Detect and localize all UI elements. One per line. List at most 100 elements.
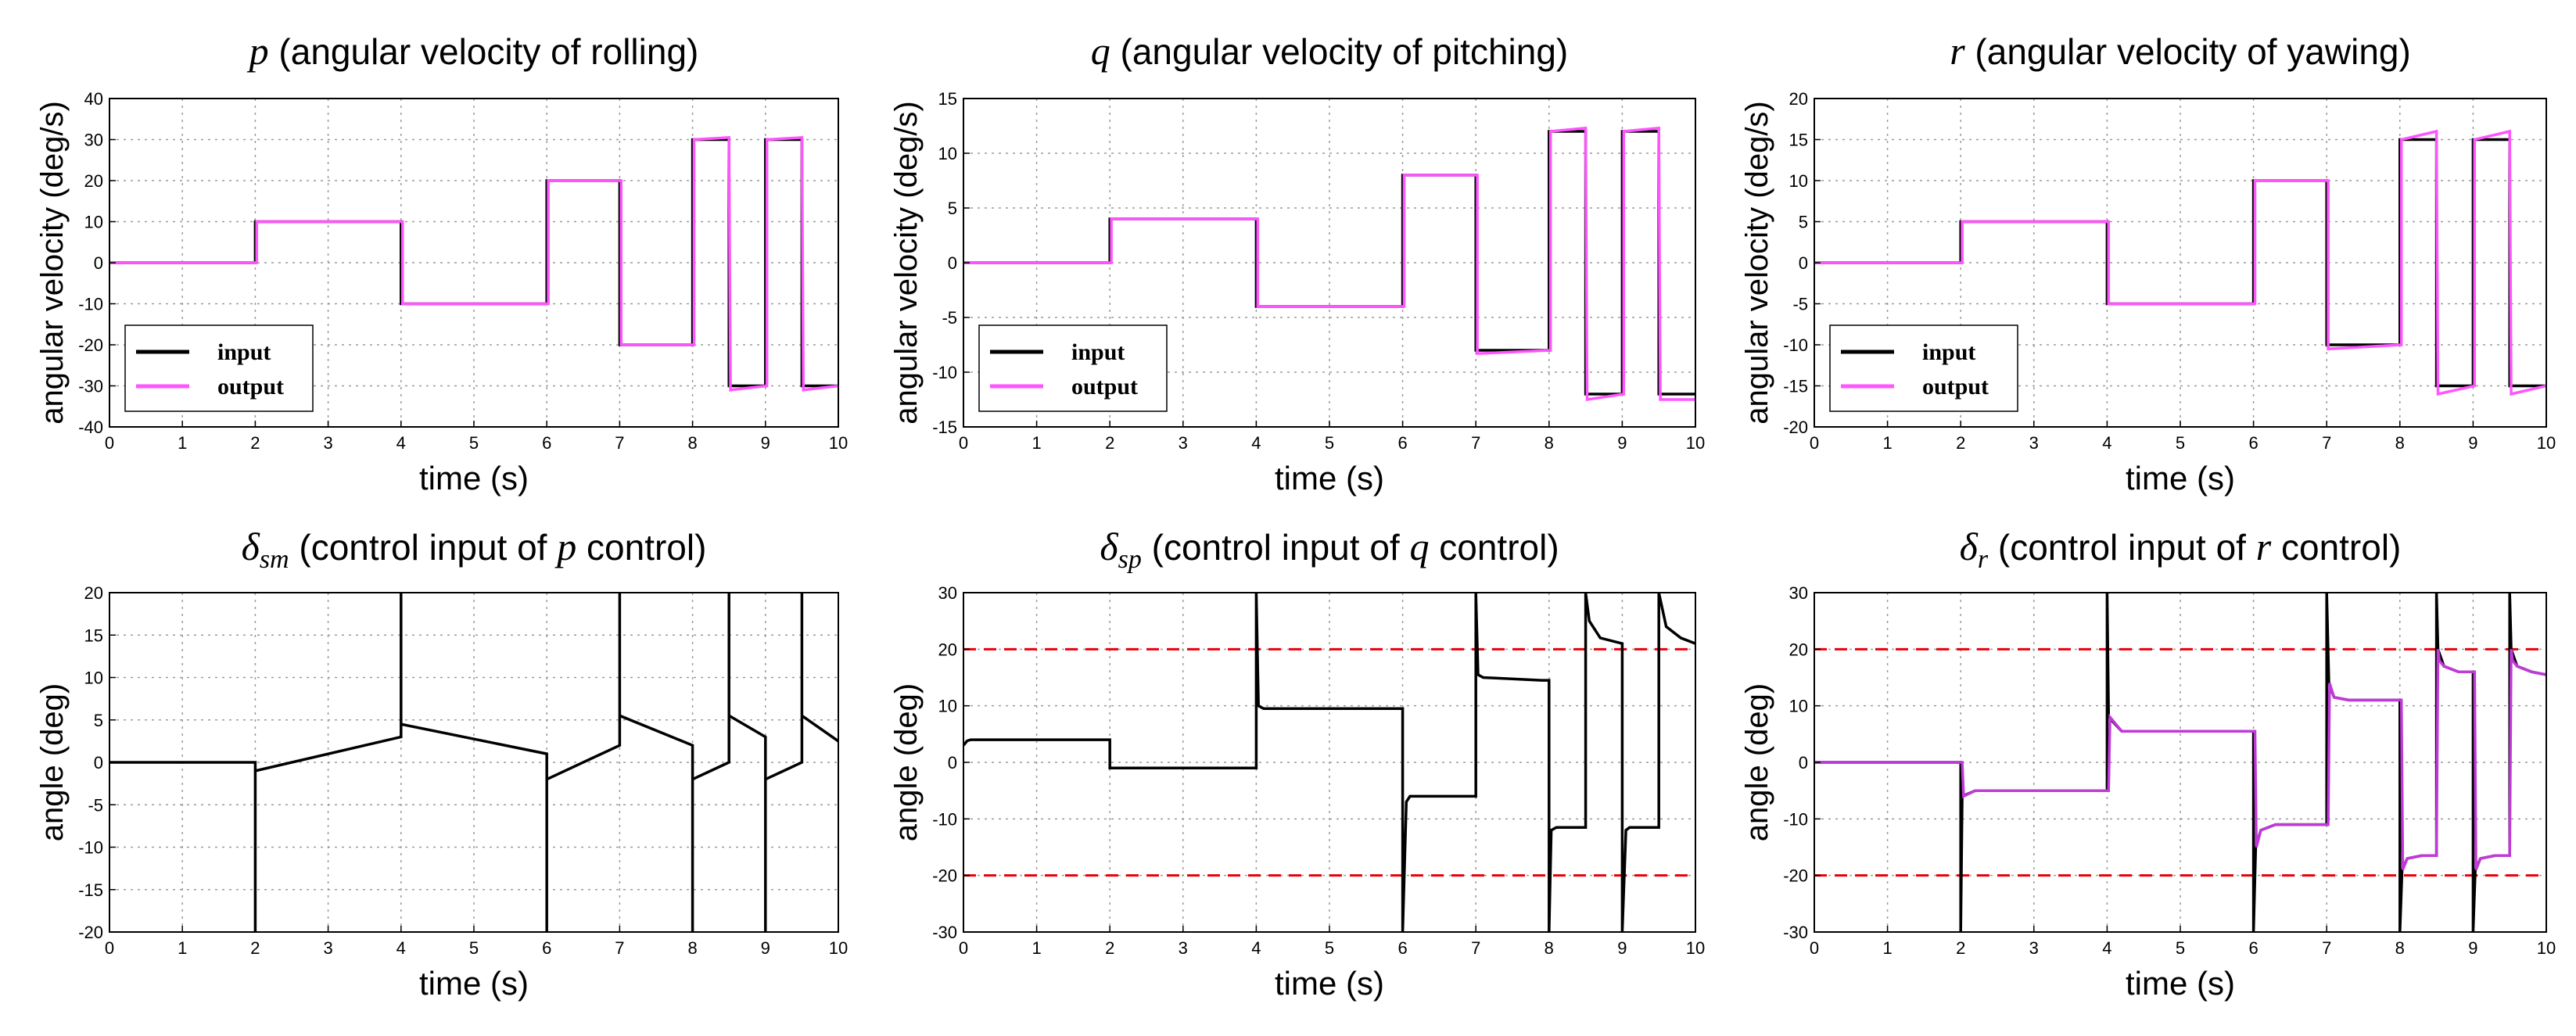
x-tick-label: 5 <box>2176 433 2185 453</box>
x-tick-label: 2 <box>1956 433 1965 453</box>
x-tick-label: 3 <box>323 938 332 958</box>
y-tick-label: 0 <box>94 753 103 773</box>
title-symbol: r <box>1950 29 1965 73</box>
chart-title: q (angular velocity of pitching) <box>1091 29 1569 73</box>
y-tick-label: -10 <box>1783 335 1808 355</box>
series-line-control <box>963 593 1695 932</box>
x-tick-label: 3 <box>2029 938 2039 958</box>
title-symbol-2: p <box>554 525 576 568</box>
title-symbol: δ <box>1100 525 1118 568</box>
x-tick-label: 9 <box>2468 433 2477 453</box>
chart-panel-1: 0 1 2 3 4 5 6 7 8 9 10 -40 -30 -20 -10 0 10 20 30 40 time (s… <box>35 29 848 496</box>
x-tick-label: 4 <box>1251 433 1261 453</box>
y-tick-label: 20 <box>1789 640 1808 659</box>
y-tick-label: 20 <box>938 640 957 659</box>
x-tick-label: 1 <box>1031 433 1041 453</box>
x-tick-label: 8 <box>687 433 697 453</box>
y-tick-label: 30 <box>84 131 103 150</box>
y-tick-label: -10 <box>1783 809 1808 829</box>
y-tick-label: 10 <box>938 697 957 716</box>
y-tick-label: 20 <box>84 171 103 191</box>
y-tick-label: 15 <box>84 626 103 645</box>
legend-label-input: input <box>1071 339 1125 365</box>
x-tick-label: 6 <box>2248 938 2258 958</box>
series-line-control <box>109 593 838 932</box>
y-tick-label: -10 <box>932 809 957 829</box>
x-tick-label: 7 <box>1471 938 1480 958</box>
x-tick-label: 5 <box>469 433 479 453</box>
y-tick-label: 0 <box>94 253 103 273</box>
series-line-output <box>109 136 838 392</box>
x-tick-label: 0 <box>1810 433 1819 453</box>
x-tick-label: 3 <box>2029 433 2039 453</box>
x-tick-label: 9 <box>1617 433 1627 453</box>
y-axis-label: angular velocity (deg/s) <box>889 101 924 425</box>
x-axis-label: time (s) <box>1275 460 1384 496</box>
x-tick-label: 1 <box>178 433 187 453</box>
y-tick-label: 10 <box>84 669 103 688</box>
x-tick-label: 10 <box>2537 938 2556 958</box>
chart-panel-5: 0 1 2 3 4 5 6 7 8 9 10 -30 -20 -10 0 10 20 30 time (s) angl… <box>889 525 1705 1002</box>
x-tick-label: 2 <box>1956 938 1965 958</box>
y-axis-label: angle (deg) <box>1740 683 1774 841</box>
x-tick-label: 7 <box>615 433 624 453</box>
x-tick-label: 1 <box>1882 938 1892 958</box>
x-axis-label: time (s) <box>419 965 529 1002</box>
x-tick-label: 7 <box>2322 938 2331 958</box>
title-symbol: q <box>1091 29 1110 73</box>
title-subscript: r <box>1978 545 1989 574</box>
y-tick-label: 5 <box>948 199 957 218</box>
y-tick-label: 5 <box>1799 213 1808 232</box>
chart-panel-2: 0 1 2 3 4 5 6 7 8 9 10 -15 -10 -5 0 5 10 15 time (s) angula… <box>889 29 1705 496</box>
y-tick-label: -20 <box>1783 418 1808 437</box>
y-tick-label: 10 <box>1789 171 1808 191</box>
title-text: (angular velocity of rolling) <box>269 31 699 72</box>
y-tick-label: -10 <box>78 295 103 314</box>
series-line-output <box>1814 129 2546 396</box>
y-tick-label: -40 <box>78 418 103 437</box>
x-tick-label: 10 <box>829 938 848 958</box>
chart-panel-4: 0 1 2 3 4 5 6 7 8 9 10 -20 -15 -10 -5 0 5 10 15 20 time (s) a… <box>35 525 848 1002</box>
x-tick-label: 5 <box>1325 938 1334 958</box>
legend-box <box>1829 324 2018 412</box>
y-tick-label: 0 <box>1799 753 1808 773</box>
x-tick-label: 0 <box>959 938 968 958</box>
y-tick-label: -15 <box>1783 377 1808 396</box>
x-tick-label: 8 <box>1545 938 1554 958</box>
y-tick-label: -20 <box>932 866 957 886</box>
x-tick-label: 5 <box>469 938 479 958</box>
legend-label-input: input <box>1922 339 1975 365</box>
x-tick-label: 8 <box>687 938 697 958</box>
title-text: (angular velocity of pitching) <box>1110 31 1569 72</box>
y-tick-label: -10 <box>932 363 957 382</box>
legend: input output <box>124 324 314 412</box>
x-tick-label: 1 <box>1882 433 1892 453</box>
x-tick-label: 10 <box>1686 938 1705 958</box>
x-tick-label: 9 <box>761 938 770 958</box>
y-tick-label: -20 <box>78 923 103 942</box>
chart-title: p (angular velocity of rolling) <box>247 29 699 73</box>
y-axis-label: angle (deg) <box>35 683 70 841</box>
y-tick-label: -15 <box>932 418 957 437</box>
y-tick-label: 10 <box>84 213 103 232</box>
x-tick-label: 9 <box>761 433 770 453</box>
x-tick-label: 0 <box>105 938 114 958</box>
x-tick-label: 2 <box>1105 433 1114 453</box>
y-tick-label: 10 <box>938 144 957 163</box>
legend-label-output: output <box>1071 374 1138 400</box>
x-tick-label: 5 <box>1325 433 1334 453</box>
x-tick-label: 0 <box>105 433 114 453</box>
series-line-control-overlay <box>1814 649 2546 871</box>
y-tick-label: -10 <box>78 838 103 858</box>
x-tick-label: 8 <box>2395 433 2405 453</box>
title-text: (control input of <box>1988 527 2256 568</box>
x-tick-label: 7 <box>1471 433 1480 453</box>
chart-panel-3: 0 1 2 3 4 5 6 7 8 9 10 -20 -15 -10 -5 0 5 10 15 20 time (s) a… <box>1740 29 2556 496</box>
x-axis-label: time (s) <box>419 460 529 496</box>
chart-title: r (angular velocity of yawing) <box>1950 29 2411 73</box>
title-subscript: sp <box>1118 545 1142 574</box>
x-tick-label: 6 <box>2248 433 2258 453</box>
x-tick-label: 6 <box>1397 938 1407 958</box>
y-axis-label: angular velocity (deg/s) <box>35 101 70 425</box>
